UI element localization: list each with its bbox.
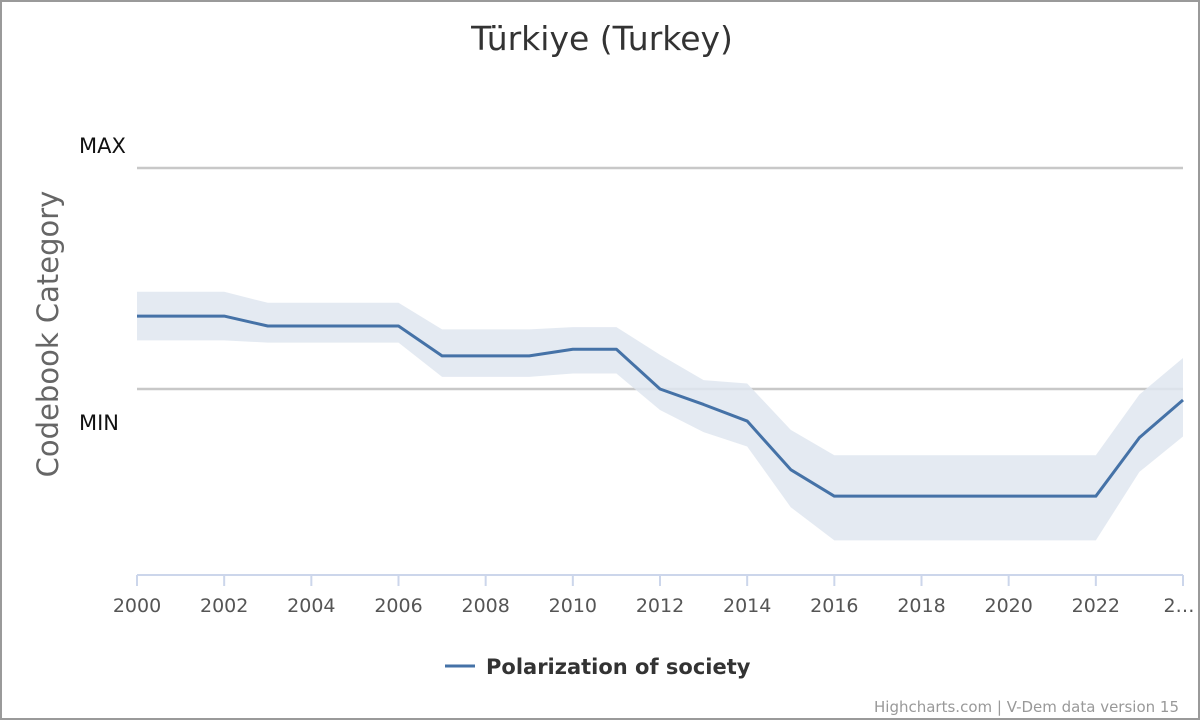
data-point-2004[interactable] — [308, 323, 314, 329]
data-point-2009[interactable] — [526, 353, 532, 359]
data-point-2022[interactable] — [1093, 493, 1099, 499]
data-point-2019[interactable] — [962, 493, 968, 499]
data-point-2017[interactable] — [875, 493, 881, 499]
y-tick-label-max: MAX — [79, 134, 126, 158]
y-axis-title: Codebook Category — [31, 191, 65, 478]
x-tick-label-2014: 2014 — [723, 595, 771, 617]
series-line[interactable] — [137, 314, 1184, 498]
data-point-2000[interactable] — [134, 313, 140, 319]
legend-item-polarization[interactable]: Polarization of society — [445, 655, 751, 679]
data-point-2011[interactable] — [613, 346, 619, 352]
series-line-layer — [134, 313, 1186, 499]
data-point-2014[interactable] — [744, 418, 750, 424]
data-point-2016[interactable] — [831, 493, 837, 499]
data-point-2024[interactable] — [1180, 397, 1186, 403]
x-tick-label-2000: 2000 — [113, 595, 161, 617]
data-point-2002[interactable] — [221, 313, 227, 319]
data-point-2020[interactable] — [1006, 493, 1012, 499]
y-tick-labels: MAX MIN — [79, 134, 126, 435]
chart-title: Türkiye (Turkey) — [470, 19, 733, 58]
data-point-2003[interactable] — [265, 323, 271, 329]
x-axis: 2000 2002 2004 2006 2008 2010 2012 2014 2016 2018… — [113, 574, 1195, 617]
x-tick-label-2008: 2008 — [461, 595, 509, 617]
credits-link[interactable]: Highcharts.com | V-Dem data version 15 — [874, 698, 1179, 716]
data-point-2005[interactable] — [352, 323, 358, 329]
data-point-2012[interactable] — [657, 386, 663, 392]
x-tick-label-2020: 2020 — [984, 595, 1032, 617]
data-point-2006[interactable] — [396, 323, 402, 329]
x-tick-label-2024: 2… — [1163, 595, 1194, 617]
confidence-band-layer — [137, 291, 1183, 541]
x-tick-label-2012: 2012 — [636, 595, 684, 617]
x-tick-label-2016: 2016 — [810, 595, 858, 617]
legend-label: Polarization of society — [486, 655, 751, 679]
x-tick-label-2002: 2002 — [200, 595, 248, 617]
data-point-2015[interactable] — [788, 467, 794, 473]
data-point-2021[interactable] — [1049, 493, 1055, 499]
data-point-2001[interactable] — [178, 313, 184, 319]
confidence-band — [137, 291, 1183, 541]
data-point-2008[interactable] — [483, 353, 489, 359]
x-tick-label-2018: 2018 — [897, 595, 945, 617]
data-point-2007[interactable] — [439, 353, 445, 359]
y-tick-label-min: MIN — [79, 411, 119, 435]
data-point-2010[interactable] — [570, 346, 576, 352]
x-tick-label-2006: 2006 — [374, 595, 422, 617]
x-tick-label-2010: 2010 — [549, 595, 597, 617]
data-point-2023[interactable] — [1136, 435, 1142, 441]
data-point-2013[interactable] — [701, 401, 707, 407]
x-tick-label-2022: 2022 — [1072, 595, 1120, 617]
x-tick-label-2004: 2004 — [287, 595, 335, 617]
data-point-2018[interactable] — [919, 493, 925, 499]
